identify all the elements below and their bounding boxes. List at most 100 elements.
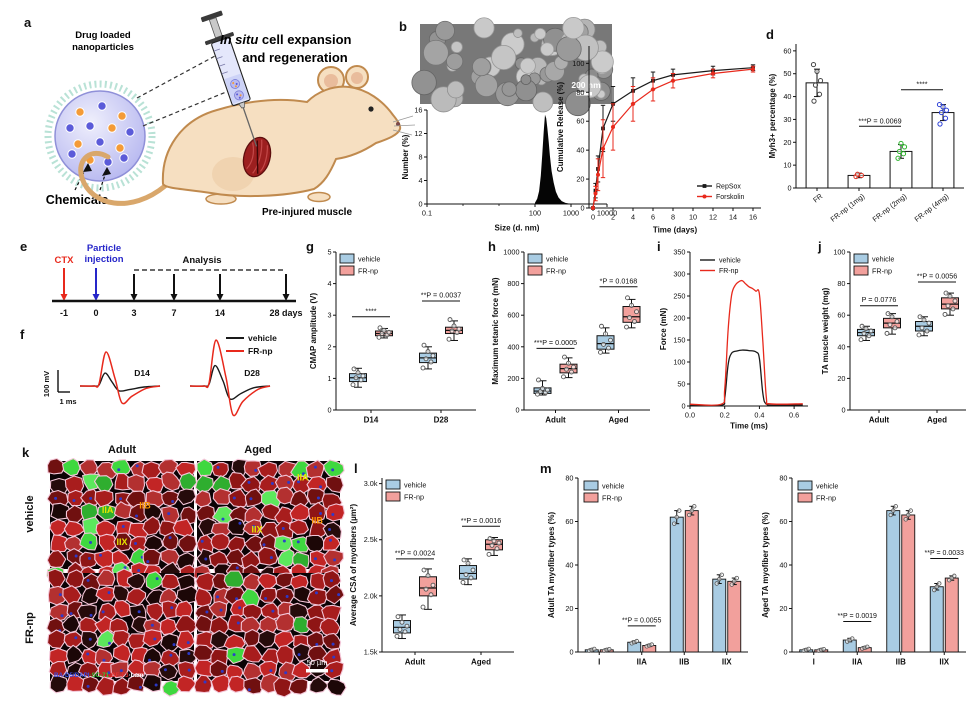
svg-text:Adult: Adult xyxy=(405,658,426,667)
svg-text:D14: D14 xyxy=(364,416,379,425)
svg-text:200: 200 xyxy=(673,314,685,323)
svg-text:4: 4 xyxy=(327,279,331,288)
svg-text:28 days: 28 days xyxy=(269,308,302,318)
svg-text:14: 14 xyxy=(215,308,225,318)
svg-text:IIA: IIA xyxy=(297,472,309,482)
svg-text:vehicle: vehicle xyxy=(248,333,277,343)
svg-text:FR-np: FR-np xyxy=(404,493,424,502)
svg-text:60: 60 xyxy=(783,46,791,55)
svg-text:5: 5 xyxy=(327,248,331,257)
svg-text:400: 400 xyxy=(507,342,519,351)
svg-text:IIA: IIA xyxy=(102,505,114,515)
chart-cmap-amplitude: 0 1 2 3 4 5 CMAP amplitude (V) D14 D28 **** **P = … xyxy=(309,248,476,425)
svg-text:4: 4 xyxy=(418,176,422,185)
svg-text:3.0k: 3.0k xyxy=(364,479,378,488)
chart-myh3-percentage: 0 10 20 30 40 50 60 Myh3+ percentage (%) FR FR-np… xyxy=(768,44,964,224)
svg-text:injection: injection xyxy=(84,254,123,265)
svg-text:1000: 1000 xyxy=(563,209,579,218)
svg-text:0.1: 0.1 xyxy=(422,209,432,218)
svg-text:Size (d. nm): Size (d. nm) xyxy=(495,224,540,233)
svg-text:Cumulative Release (%): Cumulative Release (%) xyxy=(556,82,565,173)
svg-text:CTX: CTX xyxy=(55,255,75,266)
panel-a-title-line2: and regeneration xyxy=(242,50,348,65)
histology-vehicle-adult: IIA IIB IIX xyxy=(46,457,198,585)
svg-text:IIB: IIB xyxy=(679,658,689,667)
svg-text:16: 16 xyxy=(414,106,422,115)
svg-text:IIB: IIB xyxy=(311,516,323,526)
svg-text:800: 800 xyxy=(507,279,519,288)
svg-text:100: 100 xyxy=(833,248,845,257)
svg-text:40: 40 xyxy=(783,92,791,101)
svg-text:10000: 10000 xyxy=(597,209,617,218)
panel-m-label: m xyxy=(540,461,552,476)
svg-text:FR-np: FR-np xyxy=(546,267,566,276)
svg-text:vehicle: vehicle xyxy=(602,482,624,491)
svg-text:300: 300 xyxy=(673,270,685,279)
svg-text:16: 16 xyxy=(749,213,757,222)
svg-text:2.0k: 2.0k xyxy=(364,591,378,600)
svg-text:8: 8 xyxy=(418,153,422,162)
histology-vehicle-aged: IIA IIX IIB xyxy=(192,458,346,584)
svg-text:0: 0 xyxy=(569,648,573,657)
column-header-aged: Aged xyxy=(244,444,272,456)
svg-text:80: 80 xyxy=(565,474,573,483)
svg-text:Force (mN): Force (mN) xyxy=(659,308,668,351)
svg-text:7: 7 xyxy=(171,308,176,318)
svg-text:Adult: Adult xyxy=(545,416,566,425)
svg-text:12: 12 xyxy=(709,213,717,222)
svg-text:****: **** xyxy=(916,80,927,89)
svg-text:40: 40 xyxy=(837,342,845,351)
svg-text:vehicle: vehicle xyxy=(404,481,426,490)
svg-text:2: 2 xyxy=(611,213,615,222)
svg-text:Aged: Aged xyxy=(471,658,491,667)
svg-text:20: 20 xyxy=(783,138,791,147)
svg-text:IIB: IIB xyxy=(896,658,906,667)
svg-text:8: 8 xyxy=(671,213,675,222)
svg-text:2.5k: 2.5k xyxy=(364,535,378,544)
svg-text:1.5k: 1.5k xyxy=(364,648,378,657)
chart-average-csa: 1.5k 2.0k 2.5k 3.0k Average CSA of myofibers… xyxy=(349,478,514,667)
svg-text:250: 250 xyxy=(673,292,685,301)
svg-text:12: 12 xyxy=(414,129,422,138)
mouse-ear-left-inner xyxy=(324,74,338,88)
svg-text:80: 80 xyxy=(837,279,845,288)
svg-text:BA-D5/DAPI·SC-71·BF-F3·Lam: BA-D5/DAPI·SC-71·BF-F3·Lam xyxy=(54,672,144,679)
svg-text:1 ms: 1 ms xyxy=(59,397,76,406)
svg-text:TA muscle weight (mg): TA muscle weight (mg) xyxy=(821,287,830,374)
svg-text:0: 0 xyxy=(681,402,685,411)
svg-text:**P = 0.0056: **P = 0.0056 xyxy=(917,272,957,281)
svg-text:40: 40 xyxy=(779,561,787,570)
svg-text:0: 0 xyxy=(515,406,519,415)
svg-text:IIX: IIX xyxy=(252,524,263,534)
svg-text:IIX: IIX xyxy=(939,658,949,667)
svg-text:Number (%): Number (%) xyxy=(401,134,410,179)
chart-aged-myofiber-types: 0 20 40 60 80 Aged TA myofiber types (%) I IIA I… xyxy=(761,474,966,667)
svg-text:Adult: Adult xyxy=(869,416,890,425)
histology-frnp-aged: 50 µm xyxy=(193,569,347,698)
svg-text:CMAP amplitude (V): CMAP amplitude (V) xyxy=(309,293,318,370)
panel-i-label: i xyxy=(657,239,661,254)
svg-text:**P = 0.0055: **P = 0.0055 xyxy=(622,617,661,624)
svg-text:P = 0.0776: P = 0.0776 xyxy=(862,295,897,304)
svg-text:Aged: Aged xyxy=(927,416,947,425)
svg-text:50 µm: 50 µm xyxy=(307,658,328,667)
svg-text:150: 150 xyxy=(673,336,685,345)
svg-text:40: 40 xyxy=(576,146,584,155)
svg-text:vehicle: vehicle xyxy=(872,255,894,264)
mouse-front-foot xyxy=(307,191,331,203)
svg-text:3: 3 xyxy=(131,308,136,318)
svg-text:0: 0 xyxy=(580,204,584,213)
sem-image: 200 nm xyxy=(411,16,614,117)
svg-text:I: I xyxy=(813,658,815,667)
row-label-vehicle: vehicle xyxy=(24,495,36,533)
svg-text:IIB: IIB xyxy=(139,501,151,511)
svg-text:60: 60 xyxy=(565,517,573,526)
chart-force-trace: 0 50 100 150 200 250 300 350 0.0 0.2 0.4 0.6 Time (m… xyxy=(659,248,808,431)
svg-text:350: 350 xyxy=(673,248,685,257)
svg-text:I: I xyxy=(598,658,600,667)
mouse-whiskers xyxy=(392,115,416,136)
mouse-tail xyxy=(78,150,168,206)
svg-text:D28: D28 xyxy=(244,368,260,378)
svg-text:6: 6 xyxy=(651,213,655,222)
svg-text:0.2: 0.2 xyxy=(720,411,730,420)
